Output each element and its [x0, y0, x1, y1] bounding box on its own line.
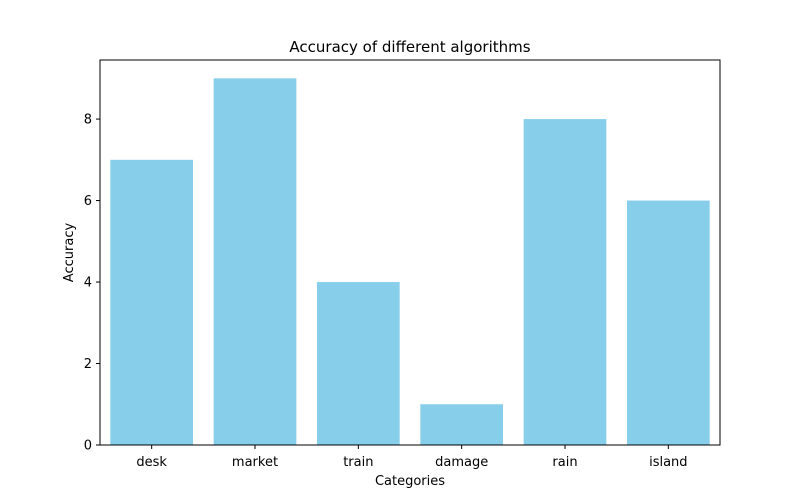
x-tick-label-damage: damage	[435, 455, 488, 470]
x-tick-label-island: island	[649, 455, 687, 470]
x-tick-label-train: train	[343, 455, 373, 470]
x-axis-label: Categories	[375, 474, 445, 489]
bar-market	[213, 78, 297, 445]
bar-damage	[420, 404, 503, 445]
bars-group	[110, 78, 710, 446]
y-tick-label-4: 4	[84, 276, 92, 291]
y-tick-label-2: 2	[84, 357, 92, 372]
y-axis-ticks: 0 2 4 6 8	[84, 113, 100, 454]
y-axis-label: Accuracy	[62, 223, 77, 283]
chart-title: Accuracy of different algorithms	[289, 38, 530, 56]
x-tick-label-rain: rain	[552, 455, 577, 470]
y-tick-label-6: 6	[84, 194, 92, 209]
bar-rain	[523, 119, 607, 446]
x-axis-ticks: desk market train damage rain island	[136, 445, 688, 470]
bar-island	[627, 200, 710, 445]
y-tick-label-8: 8	[84, 113, 92, 128]
x-tick-label-market: market	[232, 455, 278, 470]
x-tick-label-desk: desk	[136, 455, 167, 470]
y-tick-label-0: 0	[84, 439, 92, 454]
plot-frame	[99, 59, 721, 446]
bar-train	[317, 282, 400, 445]
bar-desk	[110, 159, 193, 445]
